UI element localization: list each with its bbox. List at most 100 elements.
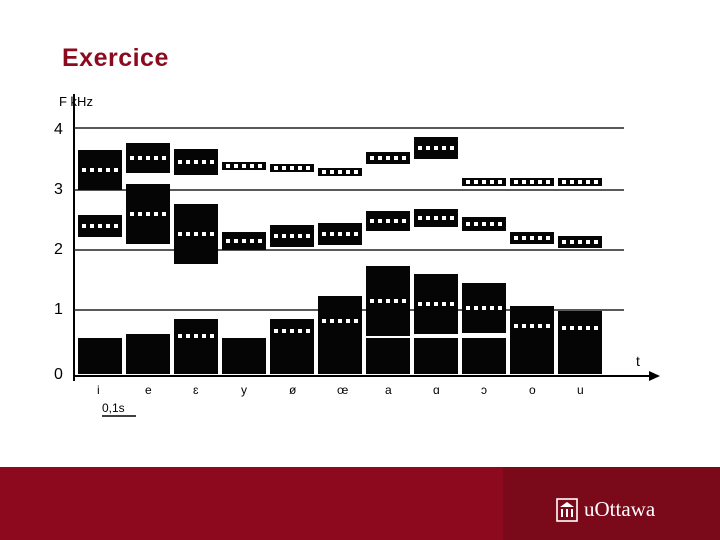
band-texture-dot [186,160,190,164]
footer-logo-panel [503,467,720,540]
band-texture-dot [330,170,334,174]
band-texture-dot [378,156,382,160]
band-texture-dot [338,319,342,323]
band-texture-dot [274,234,278,238]
band-texture-dot [290,166,294,170]
band-texture-dot [98,168,102,172]
band-texture-dot [146,212,150,216]
band-texture-dot [570,180,574,184]
band-texture-dot [530,236,534,240]
y-tick-label: 0 [54,366,63,383]
band-texture-dot [498,306,502,310]
band-texture-dot [450,302,454,306]
vowel-label: e [145,383,152,397]
band-texture-dot [322,319,326,323]
band-texture-dot [530,324,534,328]
x-axis-label: t [636,353,640,369]
band-texture-dot [146,156,150,160]
band-texture-dot [98,224,102,228]
fundamental-band [126,338,170,374]
band-texture-dot [538,180,542,184]
band-texture-dot [282,329,286,333]
band-texture-dot [242,239,246,243]
band-texture-dot [274,166,278,170]
band-texture-dot [530,180,534,184]
band-texture-dot [194,160,198,164]
band-texture-dot [258,164,262,168]
scale-label: 0,1s [102,401,125,415]
fundamental-band [270,338,314,374]
band-texture-dot [370,299,374,303]
band-texture-dot [562,180,566,184]
band-texture-dot [186,232,190,236]
band-texture-dot [130,156,134,160]
band-texture-dot [434,216,438,220]
band-texture-dot [402,299,406,303]
band-texture-dot [322,232,326,236]
band-texture-dot [346,170,350,174]
band-texture-dot [562,326,566,330]
band-texture-dot [482,180,486,184]
band-texture-dot [330,232,334,236]
band-texture-dot [322,170,326,174]
band-texture-dot [82,224,86,228]
band-texture-dot [178,160,182,164]
band-texture-dot [450,216,454,220]
band-texture-dot [178,232,182,236]
vowel-label: u [577,383,584,397]
band-texture-dot [386,219,390,223]
band-texture-dot [538,236,542,240]
band-texture-dot [386,156,390,160]
slide-title: Exercice [62,44,169,72]
band-texture-dot [546,180,550,184]
band-texture-dot [194,334,198,338]
band-texture-dot [490,306,494,310]
band-texture-dot [210,232,214,236]
band-texture-dot [298,329,302,333]
band-texture-dot [578,326,582,330]
fundamental-band [510,338,554,374]
fundamental-band [366,338,410,374]
band-texture-dot [546,236,550,240]
band-texture-dot [522,180,526,184]
band-texture-dot [298,166,302,170]
band-texture-dot [202,232,206,236]
band-texture-dot [442,302,446,306]
formant-bands [78,137,602,374]
band-texture-dot [282,234,286,238]
spectrogram: 4 3 2 1 0 F kHz t i e ɛ y ø œ a ɑ ɔ o u 0,1s [54,94,660,417]
band-texture-dot [434,302,438,306]
band-texture-dot [426,146,430,150]
band-texture-dot [306,234,310,238]
band-texture-dot [490,180,494,184]
band-texture-dot [562,240,566,244]
band-texture-dot [282,166,286,170]
band-texture-dot [466,180,470,184]
band-texture-dot [442,216,446,220]
band-texture-dot [194,232,198,236]
y-axis-label: F kHz [59,94,93,109]
band-texture-dot [498,222,502,226]
band-texture-dot [482,306,486,310]
logo-text: uOttawa [584,497,656,521]
vowel-label: o [529,383,536,397]
band-texture-dot [234,239,238,243]
band-texture-dot [306,166,310,170]
band-texture-dot [346,232,350,236]
band-texture-dot [138,212,142,216]
band-texture-dot [586,180,590,184]
band-texture-dot [594,180,598,184]
band-texture-dot [498,180,502,184]
band-texture-dot [466,222,470,226]
y-tick-label: 2 [54,241,63,258]
band-texture-dot [426,302,430,306]
band-texture-dot [138,156,142,160]
band-texture-dot [250,164,254,168]
band-texture-dot [402,219,406,223]
band-texture-dot [202,334,206,338]
vowel-label: y [241,383,247,397]
band-texture-dot [178,334,182,338]
vowel-label: ɛ [193,383,199,397]
band-texture-dot [378,299,382,303]
band-texture-dot [570,240,574,244]
